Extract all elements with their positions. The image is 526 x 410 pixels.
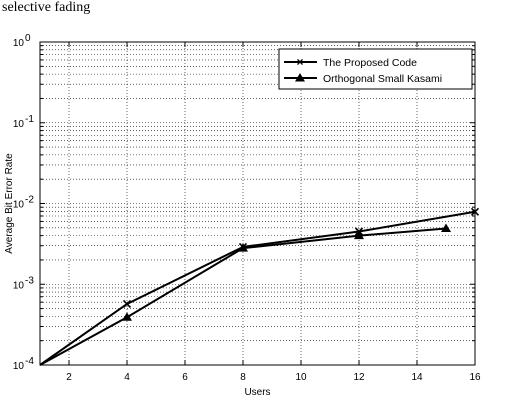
x-tick-labels: 2 4 6 8 10 12 14 16 [66,372,481,383]
figure-caption: selective fading [2,0,91,15]
series-line-0 [39,210,476,366]
y-tick-exponent: -1 [25,114,34,125]
y-tick-exponent: 0 [25,33,31,44]
series-1-point [441,223,451,233]
x-marker-stroke [470,207,480,216]
y-tick-exponent: -4 [25,356,34,367]
legend: × The Proposed Code Orthogonal Small Kas… [278,48,473,90]
x-tick-label: 4 [124,372,130,383]
y-tick-label: 10 [13,280,25,291]
legend-label-small-kasami: Orthogonal Small Kasami [323,73,442,85]
y-tick-label: 10 [13,361,25,372]
x-axis-label: Users [244,387,270,398]
series-1-point [122,312,132,321]
x-marker-stroke [122,299,132,309]
x-tick-label: 14 [411,372,423,383]
y-axis-label: Average Bit Error Rate [4,153,15,254]
y-tick-label: 10 [13,200,25,211]
x-tick-label: 6 [182,372,188,383]
legend-marker-proposed-code: × [296,55,303,69]
legend-label-proposed-code: The Proposed Code [323,57,417,69]
series-1-point [238,243,248,252]
x-tick-label: 8 [240,372,246,383]
y-tick-exponent: -2 [25,195,34,206]
x-tick-label: 10 [295,372,307,383]
legend-box [278,48,473,90]
x-tick-label: 16 [469,372,481,383]
x-tick-label: 2 [66,372,72,383]
series-1-point [354,230,364,240]
x-tick-label: 12 [353,372,365,383]
series-0-point [470,207,480,216]
grid [40,42,475,365]
tick-marks [40,42,476,365]
series-layer [39,207,480,366]
series-0-point [122,299,132,309]
y-tick-label: 10 [13,38,25,49]
y-tick-label: 10 [13,119,25,130]
legend-marker-small-kasami [295,73,305,82]
y-tick-exponent: -3 [25,275,34,286]
